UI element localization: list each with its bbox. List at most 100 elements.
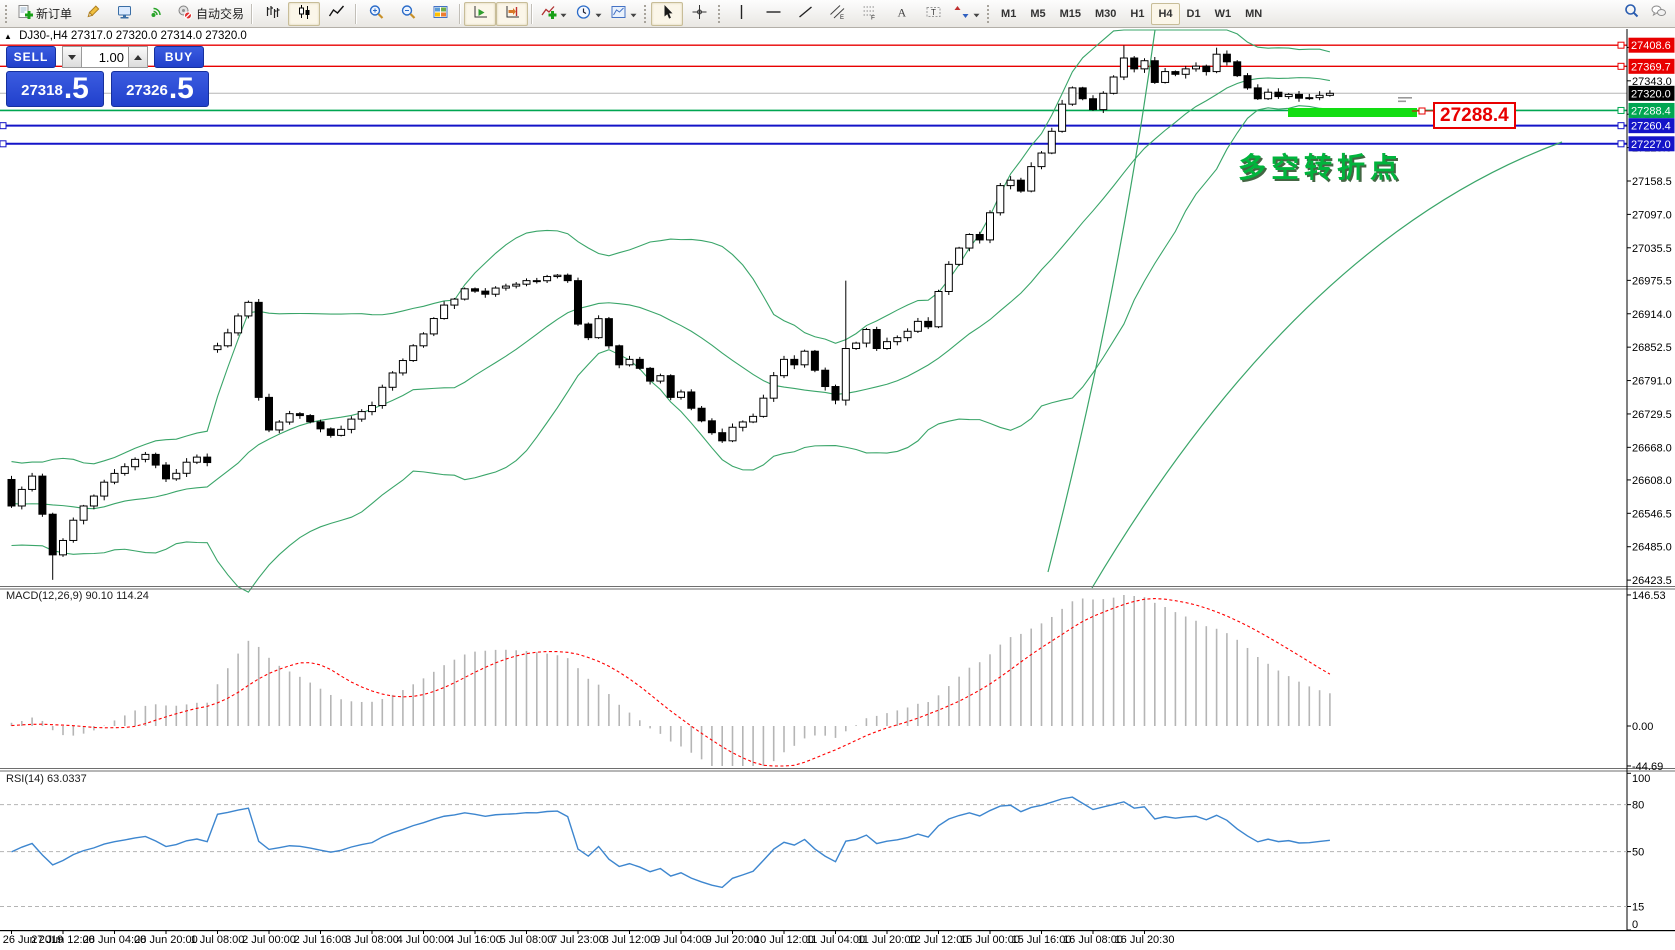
toolbar-grip[interactable] — [718, 4, 721, 23]
vertical-line-button[interactable] — [725, 2, 757, 26]
volume-spinner: 1.00 — [62, 46, 148, 68]
trendline-button[interactable] — [789, 2, 821, 26]
autotrading-label: 自动交易 — [196, 7, 245, 21]
cursor-button[interactable] — [651, 1, 684, 26]
buy-button[interactable]: BUY — [154, 46, 204, 68]
bar-chart-button[interactable] — [256, 2, 288, 26]
timeframe-D1-button[interactable]: D1 — [1186, 7, 1201, 20]
svg-text:9 Jul 20:00: 9 Jul 20:00 — [706, 934, 760, 946]
horizontal-line-button[interactable] — [757, 2, 789, 26]
svg-text:10 Jul 12:00: 10 Jul 12:00 — [754, 934, 814, 946]
autotrading-button[interactable]: 自动交易 — [172, 2, 248, 26]
toolbar-grip[interactable] — [987, 4, 990, 23]
turning-point-text[interactable]: 多空转折点 — [1238, 152, 1404, 183]
text-icon: A — [893, 4, 910, 23]
svg-text:9 Jul 04:00: 9 Jul 04:00 — [654, 934, 708, 946]
svg-text:5 Jul 08:00: 5 Jul 08:00 — [500, 934, 554, 946]
sell-button[interactable]: SELL — [6, 46, 56, 68]
svg-text:26423.5: 26423.5 — [1632, 575, 1672, 587]
template-icon — [610, 4, 627, 23]
svg-text:100: 100 — [1632, 773, 1650, 785]
svg-text:26791.0: 26791.0 — [1632, 376, 1672, 388]
svg-text:26975.5: 26975.5 — [1632, 275, 1672, 287]
triangle-down-icon — [68, 54, 76, 60]
toolbar-separator — [355, 3, 358, 24]
timeframe-MN-button[interactable]: MN — [1245, 7, 1263, 20]
volume-decrease-button[interactable] — [62, 46, 82, 68]
chevron-down-icon — [560, 7, 567, 21]
text-label-button[interactable]: T — [917, 2, 949, 26]
svg-text:15: 15 — [1632, 901, 1644, 913]
timeframe-M15-button[interactable]: M15 — [1059, 7, 1081, 20]
volume-increase-button[interactable] — [128, 46, 148, 68]
svg-text:8 Jul 12:00: 8 Jul 12:00 — [603, 934, 657, 946]
sell-price-button[interactable]: 27318 .5 — [6, 71, 104, 107]
svg-text:4 Jul 00:00: 4 Jul 00:00 — [397, 934, 451, 946]
svg-text:26668.0: 26668.0 — [1632, 442, 1672, 454]
macd-label: MACD(12,26,9) 90.10 114.24 — [6, 590, 149, 602]
metaeditor-button[interactable] — [76, 2, 108, 26]
volume-input[interactable]: 1.00 — [82, 46, 128, 68]
terminal-button[interactable] — [108, 2, 140, 26]
svg-text:26608.0: 26608.0 — [1632, 475, 1672, 487]
collapse-arrow-icon[interactable]: ▲ — [4, 32, 12, 41]
text-button[interactable]: A — [885, 2, 917, 26]
buy-price-main: 27326 — [126, 82, 168, 99]
periods-button[interactable] — [571, 2, 606, 26]
svg-text:11 Jul 04:00: 11 Jul 04:00 — [806, 934, 865, 946]
signals-button[interactable] — [140, 2, 172, 26]
cursor-icon — [659, 4, 676, 23]
equidistant-channel-button[interactable]: E — [821, 2, 853, 26]
fibonacci-button[interactable]: F — [853, 2, 885, 26]
svg-text:26729.5: 26729.5 — [1632, 409, 1672, 421]
svg-text:12 Jul 12:00: 12 Jul 12:00 — [909, 934, 969, 946]
svg-text:15 Jul 00:00: 15 Jul 00:00 — [960, 934, 1020, 946]
new-order-label: 新订单 — [36, 7, 73, 21]
zoom-in-button[interactable] — [360, 2, 392, 26]
svg-text:26485.0: 26485.0 — [1632, 542, 1672, 554]
tile-windows-button[interactable] — [424, 2, 456, 26]
timeframe-M1-button[interactable]: M1 — [1001, 7, 1017, 20]
toolbar-grip[interactable] — [644, 4, 647, 23]
svg-text:27097.0: 27097.0 — [1632, 209, 1672, 221]
pencil-icon — [84, 4, 101, 23]
fibonacci-icon: F — [861, 4, 878, 23]
svg-text:T: T — [931, 8, 936, 17]
chart-shift-button[interactable] — [496, 1, 529, 26]
svg-text:3 Jul 08:00: 3 Jul 08:00 — [345, 934, 399, 946]
svg-text:0.00: 0.00 — [1632, 721, 1653, 733]
timeframe-W1-button[interactable]: W1 — [1214, 7, 1232, 20]
svg-text:11 Jul 20:00: 11 Jul 20:00 — [857, 934, 916, 946]
auto-scroll-button[interactable] — [464, 1, 497, 26]
svg-text:26546.5: 26546.5 — [1632, 508, 1672, 520]
line-chart-button[interactable] — [320, 2, 352, 26]
zoom-out-button[interactable] — [392, 2, 424, 26]
candlestick-chart-button[interactable] — [288, 1, 321, 26]
toolbar-grip[interactable] — [5, 4, 7, 23]
chat-icon[interactable] — [1650, 3, 1667, 24]
svg-text:E: E — [840, 15, 844, 20]
ohlc-low: 27314.0 — [160, 30, 203, 42]
ohlc-high: 27320.0 — [115, 30, 158, 42]
zoom-out-icon — [400, 4, 417, 23]
crosshair-button[interactable] — [683, 2, 715, 26]
svg-text:2 Jul 00:00: 2 Jul 00:00 — [242, 934, 296, 946]
indicators-button[interactable] — [536, 2, 571, 26]
timeframe-M5-button[interactable]: M5 — [1030, 7, 1046, 20]
svg-text:26 Jun 2019: 26 Jun 2019 — [3, 934, 64, 946]
timeframe-H1-button[interactable]: H1 — [1130, 7, 1145, 20]
timeframe-H4-button[interactable]: H4 — [1151, 2, 1180, 25]
macd-value: 90.10 — [85, 590, 114, 602]
buy-price-button[interactable]: 27326 .5 — [111, 71, 209, 107]
channel-icon: E — [829, 4, 846, 23]
search-icon[interactable] — [1623, 3, 1640, 24]
sell-price-main: 27318 — [21, 82, 63, 99]
buy-price-frac: .5 — [168, 72, 194, 105]
price-level-label[interactable]: 27288.4 — [1433, 102, 1516, 129]
arrows-button[interactable] — [949, 2, 984, 26]
templates-button[interactable] — [606, 2, 641, 26]
timeframe-M30-button[interactable]: M30 — [1095, 7, 1117, 20]
new-order-button[interactable]: 新订单 — [12, 2, 76, 26]
